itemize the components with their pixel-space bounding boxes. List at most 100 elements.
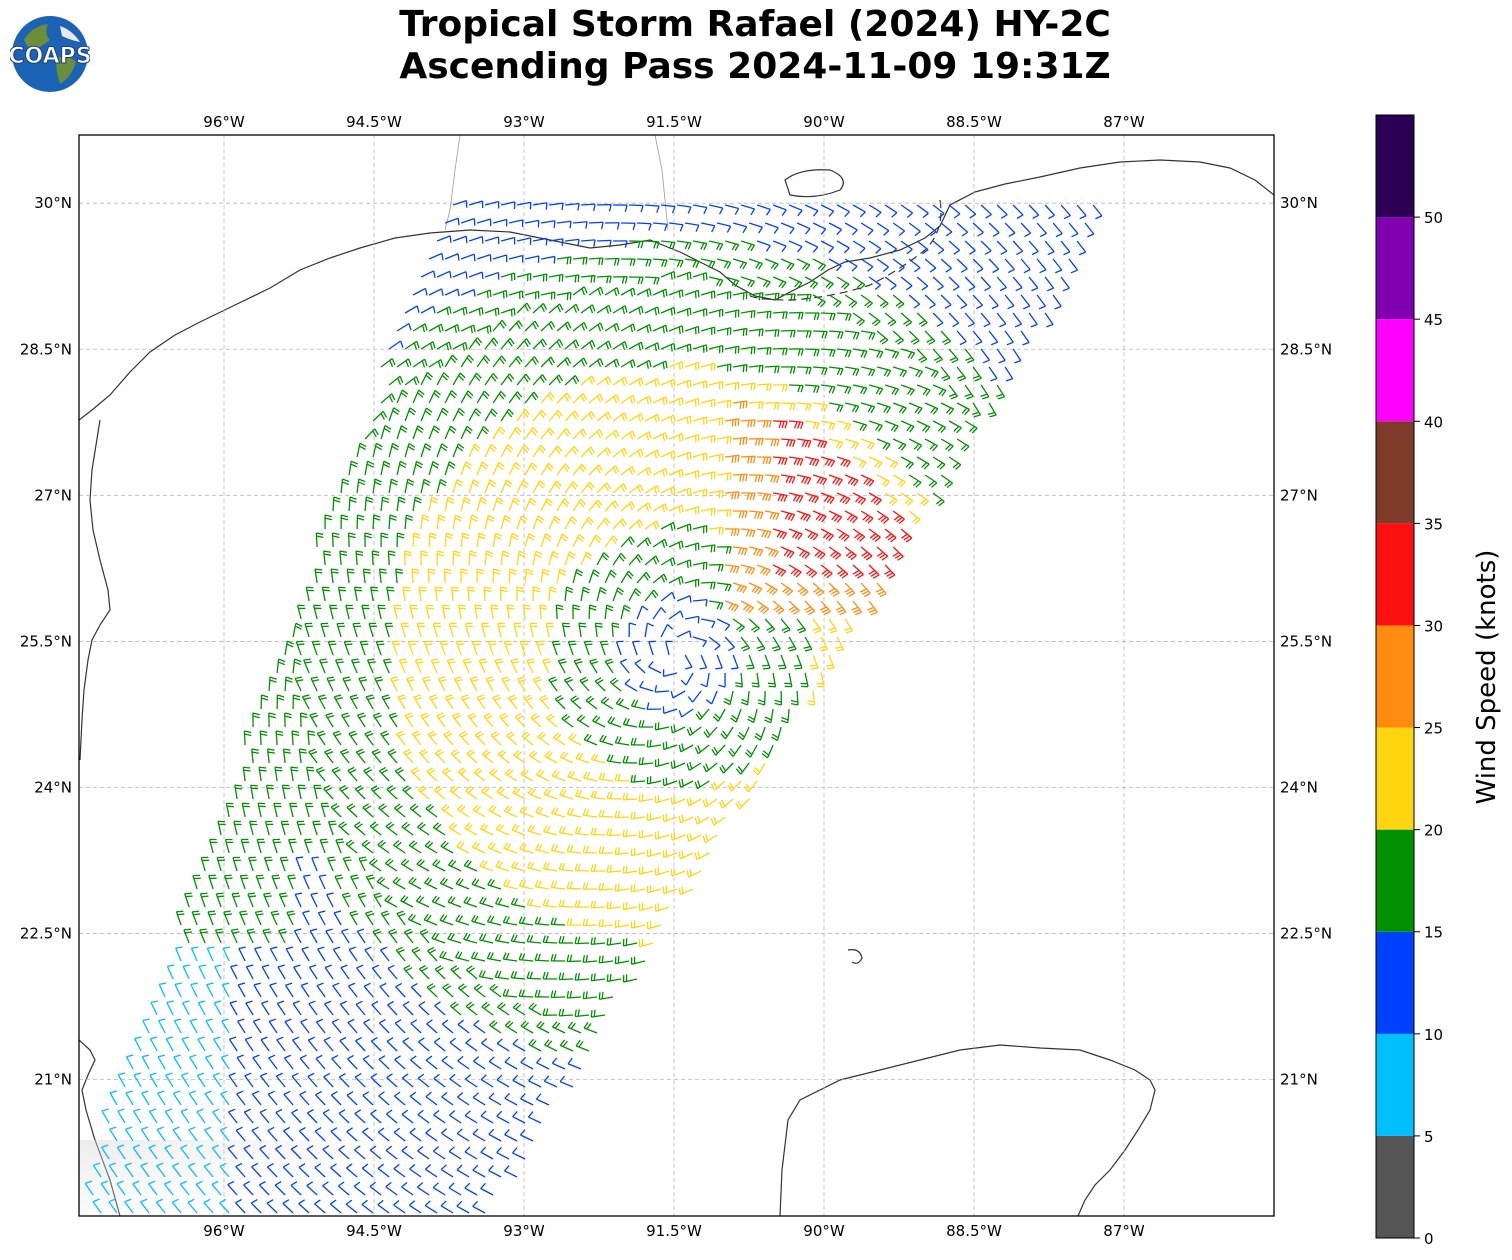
wind-barb	[523, 694, 534, 710]
wind-barb	[592, 715, 606, 728]
wind-barb	[812, 294, 826, 308]
wind-barb	[125, 1054, 134, 1070]
wind-barb	[269, 946, 278, 962]
wind-barb	[670, 760, 686, 770]
wind-barb	[452, 341, 468, 351]
wind-barb	[654, 722, 670, 731]
wind-barb	[142, 1018, 150, 1034]
wind-barb	[348, 730, 358, 746]
wind-barb	[731, 654, 739, 670]
wind-barb	[100, 1144, 110, 1160]
wind-barb	[548, 273, 564, 283]
wind-barb	[380, 358, 396, 368]
wind-barb	[646, 884, 662, 894]
wind-barb	[224, 838, 234, 854]
wind-barb	[590, 753, 606, 764]
wind-barb	[723, 690, 734, 706]
wind-barb	[476, 324, 492, 334]
wind-barb	[484, 514, 495, 530]
wind-barb	[513, 749, 526, 764]
wind-barb	[988, 294, 999, 310]
wind-barb	[532, 550, 543, 566]
wind-barb	[805, 348, 820, 357]
wind-barb	[132, 1144, 142, 1160]
wind-barb	[932, 276, 944, 291]
wind-barb	[368, 622, 378, 638]
wind-barb	[741, 382, 756, 391]
wind-barb	[100, 1180, 110, 1196]
wind-barb	[175, 946, 183, 962]
wind-barb	[566, 954, 582, 963]
wind-barb	[589, 221, 604, 230]
wind-barb	[1036, 258, 1047, 274]
wind-barb	[331, 766, 342, 782]
wind-barb	[444, 354, 458, 368]
wind-barb	[932, 456, 946, 470]
wind-barb	[418, 964, 430, 980]
wind-barb	[306, 1108, 318, 1124]
wind-barb	[572, 393, 588, 404]
wind-barb	[892, 510, 905, 525]
wind-barb	[188, 1090, 198, 1106]
wind-barb	[377, 604, 386, 620]
wind-barb	[500, 514, 512, 530]
wind-barb	[116, 1180, 126, 1196]
wind-barb	[852, 420, 868, 432]
wind-barb	[510, 658, 520, 674]
wind-barb	[702, 833, 718, 843]
wind-barb	[636, 571, 651, 584]
wind-barb	[765, 365, 780, 374]
wind-barb	[732, 258, 748, 270]
wind-barb	[276, 1000, 286, 1016]
wind-barb	[684, 325, 700, 335]
wind-barb	[339, 550, 348, 566]
wind-barb	[472, 1092, 486, 1106]
wind-barb	[488, 1164, 502, 1178]
wind-barb	[788, 564, 802, 578]
wind-barb	[820, 564, 833, 579]
wind-barb	[732, 222, 748, 234]
wind-barb	[441, 1128, 454, 1142]
wind-barb	[556, 498, 570, 512]
wind-barb	[564, 410, 580, 422]
wind-barb	[388, 712, 398, 728]
wind-barb	[434, 586, 443, 602]
wind-barb	[197, 1036, 206, 1052]
wind-barb	[275, 1144, 286, 1160]
wind-barb	[860, 222, 874, 236]
wind-barb	[492, 426, 506, 440]
wind-barb	[339, 1000, 350, 1016]
wind-barb	[1076, 204, 1087, 220]
wind-barb	[528, 1038, 542, 1052]
wind-barb	[308, 1000, 318, 1016]
wind-barb	[813, 330, 828, 339]
wind-barb	[388, 407, 400, 422]
wind-barb	[388, 928, 398, 944]
wind-barb	[500, 550, 510, 566]
wind-barb	[409, 803, 422, 818]
wind-barb	[572, 357, 588, 368]
wind-barb	[330, 1127, 342, 1142]
wind-barb	[396, 496, 406, 512]
wind-barb	[433, 1109, 446, 1124]
wind-barb	[453, 676, 463, 692]
wind-barb	[956, 330, 967, 346]
wind-barb	[1036, 222, 1047, 238]
wind-barb	[487, 841, 502, 854]
wind-barb	[1060, 276, 1070, 292]
map-area[interactable]	[78, 134, 1275, 1217]
wind-barb	[708, 417, 724, 426]
wind-barb	[402, 1073, 414, 1088]
wind-barb	[796, 222, 811, 235]
wind-barb	[428, 252, 444, 261]
wind-barb	[566, 807, 582, 818]
wind-barb	[797, 293, 812, 302]
wind-barb	[550, 843, 566, 854]
wind-barb	[924, 474, 938, 488]
wind-barb	[282, 1163, 294, 1178]
wind-barb	[956, 294, 968, 310]
wind-barb	[496, 1074, 510, 1088]
wind-barb	[761, 744, 774, 759]
wind-barb	[510, 934, 526, 944]
wind-barb	[412, 460, 423, 476]
